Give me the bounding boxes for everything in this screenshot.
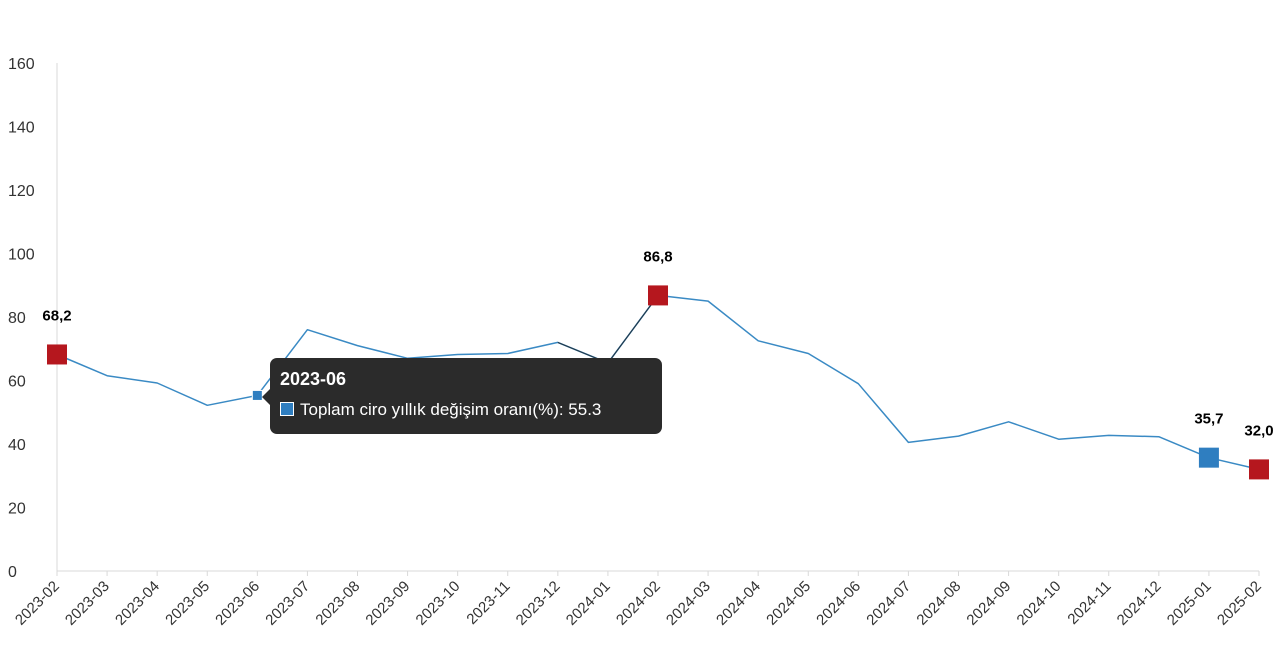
tooltip-row: Toplam ciro yıllık değişim oranı(%): 55.… xyxy=(280,400,652,420)
x-tick-label: 2024-06 xyxy=(813,578,864,629)
x-tick-label: 2023-05 xyxy=(162,578,213,629)
x-tick-label: 2024-01 xyxy=(563,578,614,629)
tooltip-title: 2023-06 xyxy=(280,369,347,389)
data-label: 68,2 xyxy=(42,307,71,324)
x-tick-label: 2024-08 xyxy=(913,578,964,629)
hovered-point-marker xyxy=(251,389,263,401)
x-tick-label: 2024-07 xyxy=(863,578,914,629)
x-tick-label: 2023-04 xyxy=(112,578,163,629)
x-tick-label: 2023-08 xyxy=(312,578,363,629)
x-tick-label: 2023-03 xyxy=(62,578,113,629)
y-tick-label: 100 xyxy=(8,247,35,264)
x-tick-label: 2024-10 xyxy=(1014,578,1065,629)
x-tick-label: 2024-04 xyxy=(713,578,764,629)
data-label: 35,7 xyxy=(1194,411,1223,428)
x-tick-label: 2023-09 xyxy=(362,578,413,629)
highlight-marker xyxy=(648,285,668,306)
data-label: 32,0 xyxy=(1244,422,1273,439)
x-tick-label: 2023-12 xyxy=(513,578,564,629)
x-tick-label: 2024-05 xyxy=(763,578,814,629)
y-tick-label: 40 xyxy=(8,437,26,454)
data-label: 86,8 xyxy=(643,248,672,265)
y-tick-label: 120 xyxy=(8,183,35,200)
x-tick-label: 2023-11 xyxy=(463,578,513,628)
x-tick-label: 2024-09 xyxy=(963,578,1014,629)
x-tick-label: 2025-01 xyxy=(1164,578,1215,629)
highlight-marker xyxy=(47,344,67,365)
highlight-marker xyxy=(1198,447,1219,468)
y-tick-label: 140 xyxy=(8,120,35,137)
tooltip-text: Toplam ciro yıllık değişim oranı(%): 55.… xyxy=(300,400,602,419)
x-tick-label: 2024-11 xyxy=(1064,578,1114,628)
x-tick-label: 2025-02 xyxy=(1214,578,1265,629)
y-axis-ticks: 0 20 40 60 80 100 120 140 160 xyxy=(8,56,35,581)
x-tick-label: 2023-07 xyxy=(262,578,313,629)
x-tick-label: 2024-12 xyxy=(1114,578,1165,629)
tooltip-series-swatch xyxy=(280,402,294,416)
y-tick-label: 60 xyxy=(8,374,26,391)
data-labels: 68,2 86,8 35,7 32,0 xyxy=(42,248,1273,439)
y-tick-label: 0 xyxy=(8,564,17,581)
x-tick-label: 2023-02 xyxy=(12,578,63,629)
y-tick-label: 20 xyxy=(8,501,26,518)
y-tick-label: 80 xyxy=(8,310,26,327)
tooltip-pointer xyxy=(262,388,271,406)
x-tick-label: 2024-03 xyxy=(663,578,714,629)
highlight-marker xyxy=(1249,459,1269,480)
highlight-markers xyxy=(47,285,1269,480)
x-tick-label: 2023-06 xyxy=(212,578,263,629)
chart-tooltip: 2023-06 Toplam ciro yıllık değişim oranı… xyxy=(270,358,662,434)
x-axis-ticks: 2023-02 2023-03 2023-04 2023-05 2023-06 2023-… xyxy=(12,571,1265,629)
series-segment xyxy=(557,295,659,364)
x-tick-label: 2024-02 xyxy=(613,578,664,629)
x-tick-label: 2023-10 xyxy=(413,578,464,629)
y-tick-label: 160 xyxy=(8,56,35,73)
